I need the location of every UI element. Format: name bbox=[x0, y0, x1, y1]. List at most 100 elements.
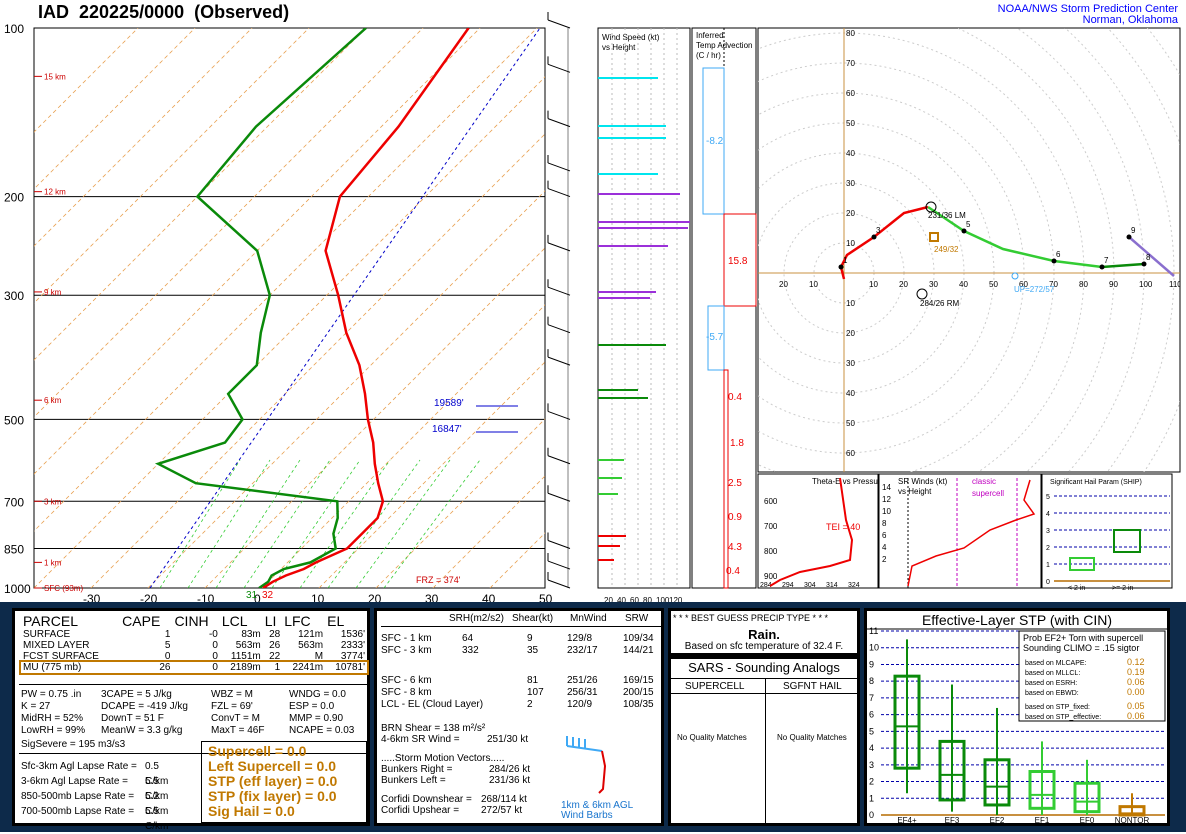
stp-prob2: Sounding CLIMO = .15 sigtor bbox=[1023, 643, 1139, 653]
index-value: K = 27 bbox=[21, 701, 51, 712]
mixing-ratio-line bbox=[383, 459, 481, 588]
index-value: 3CAPE = 5 J/kg bbox=[101, 689, 172, 700]
parcel-cell: 5 bbox=[164, 640, 171, 651]
hodo-y-label: 10 bbox=[846, 239, 855, 248]
stp-basis-label: based on EBWD: bbox=[1025, 690, 1079, 697]
parcel-cell: 28 bbox=[269, 629, 281, 640]
stp-y-label: 2 bbox=[869, 777, 874, 787]
advection-value: 0.9 bbox=[728, 512, 742, 523]
temp-adv-title1: Inferred bbox=[696, 31, 724, 40]
kinematic-cell: 108/35 bbox=[623, 699, 654, 710]
lapse-label: 3-6km Agl Lapse Rate = bbox=[21, 776, 129, 787]
srh-header: SRH(m2/s2) bbox=[449, 613, 505, 624]
sars-nq2: No Quality Matches bbox=[777, 733, 847, 742]
isotherm bbox=[261, 304, 545, 588]
barb-6km bbox=[598, 750, 607, 794]
stp-category-label: NONTOR bbox=[1115, 816, 1150, 823]
stp-basis-value: 0.05 bbox=[1127, 701, 1145, 711]
wind-tick-label: 100 bbox=[656, 596, 670, 605]
kinematic-cell: 169/15 bbox=[623, 675, 654, 686]
ship-y-label: 0 bbox=[1046, 579, 1050, 586]
stp-box bbox=[1118, 805, 1146, 817]
wind-tick-label: 120 bbox=[669, 596, 683, 605]
thetae-p-label: 700 bbox=[764, 522, 778, 531]
advection-value: 2.5 bbox=[728, 478, 742, 489]
parcel-cell: 26 bbox=[159, 662, 171, 673]
org-label: NOAA/NWS Storm Prediction Center Norman, … bbox=[997, 3, 1178, 26]
parcel-cell: 0 bbox=[212, 640, 218, 651]
height-label: 12 km bbox=[44, 188, 66, 197]
stp-y-label: 5 bbox=[869, 726, 874, 736]
upshear-label: UP=272/57 bbox=[1014, 285, 1055, 294]
right-mover-marker bbox=[916, 288, 928, 300]
param-value: Supercell = 0.0 bbox=[208, 743, 307, 759]
wind-barb bbox=[547, 560, 571, 570]
br-label: Bunkers Right = bbox=[381, 764, 453, 775]
parcel-cell: 3774' bbox=[340, 651, 365, 662]
station-title: IAD 220225/0000 (Observed) bbox=[38, 2, 290, 22]
parcel-cell: 121m bbox=[298, 629, 324, 640]
parcel-cell: MU (775 mb) bbox=[23, 662, 82, 673]
stp-basis-label: based on MLCAPE: bbox=[1025, 660, 1087, 667]
advection-box bbox=[702, 67, 725, 215]
stp-chart: Effective-Layer STP (with CIN)1110987654… bbox=[867, 612, 1167, 823]
index-value: WNDG = 0.0 bbox=[289, 689, 346, 700]
isotherm bbox=[34, 28, 481, 475]
srw-h-label: 12 bbox=[882, 495, 891, 504]
lapse-value: 5.5 C/km bbox=[145, 776, 169, 802]
hodo-y-label: 50 bbox=[846, 419, 855, 428]
advection-value: -5.7 bbox=[706, 332, 724, 343]
hodo-y-label: 20 bbox=[846, 209, 855, 218]
kinematic-cell: 200/15 bbox=[623, 687, 654, 698]
precip-note: Based on sfc temperature of 32.4 F. bbox=[684, 641, 844, 652]
advection-box bbox=[707, 305, 725, 371]
stp-basis-label: based on ESRH: bbox=[1025, 680, 1077, 687]
srw-h-label: 8 bbox=[882, 519, 887, 528]
thetae-t-label: 314 bbox=[826, 582, 838, 589]
kinematic-cell: 2 bbox=[527, 699, 533, 710]
ship-y-label: 1 bbox=[1046, 562, 1050, 569]
ship-y-label: 2 bbox=[1046, 545, 1050, 552]
isotherm bbox=[34, 28, 196, 190]
cd-value: 268/114 kt bbox=[481, 794, 527, 805]
index-value: MidRH = 52% bbox=[21, 713, 83, 724]
param-value: STP (eff layer) = 0.0 bbox=[208, 773, 338, 789]
kinematic-cell: 9 bbox=[527, 633, 533, 644]
stp-y-label: 9 bbox=[869, 659, 874, 669]
mixing-ratio-line bbox=[215, 459, 301, 588]
isotherm bbox=[34, 28, 538, 532]
stp-y-label: 4 bbox=[869, 743, 874, 753]
hodo-x-label: 10 bbox=[869, 280, 878, 289]
parcel-cell: 2189m bbox=[230, 662, 261, 673]
wind-tick-label: 20 bbox=[604, 596, 613, 605]
lapse-label: Sfc-3km Agl Lapse Rate = bbox=[21, 761, 137, 772]
mnwind-header: MnWind bbox=[570, 613, 607, 624]
stp-y-label: 0 bbox=[869, 810, 874, 820]
param-value: STP (fix layer) = 0.0 bbox=[208, 788, 337, 804]
sars-title: SARS - Sounding Analogs bbox=[688, 660, 840, 675]
height-label: 9 km bbox=[44, 288, 62, 297]
cinh-header: CINH bbox=[174, 613, 209, 629]
isotherm bbox=[34, 28, 253, 247]
stp-box bbox=[1073, 781, 1101, 814]
parcel-panel: PARCEL CAPE CINH LCL LI LFC EL SURFACE 1 -… bbox=[12, 608, 370, 832]
mean-wind-marker bbox=[929, 232, 939, 242]
precip-title: * * * BEST GUESS PRECIP TYPE * * * bbox=[673, 613, 829, 623]
stp-basis-value: 0.12 bbox=[1127, 657, 1145, 667]
hodo-x-label: 80 bbox=[1079, 280, 1088, 289]
ship-x1: < 2 in bbox=[1068, 585, 1085, 592]
cu-value: 272/57 kt bbox=[481, 805, 523, 816]
hodo-x-label: 20 bbox=[899, 280, 908, 289]
parcel-cell: 22 bbox=[269, 651, 281, 662]
stp-category-label: EF2 bbox=[990, 816, 1005, 823]
hodo-segment bbox=[1101, 262, 1145, 269]
parcel-cell: 1 bbox=[274, 662, 281, 673]
parcel-cell: -0 bbox=[208, 629, 218, 640]
barbs-label: 1km & 6km AGL Wind Barbs bbox=[561, 800, 634, 821]
ship-box-small bbox=[1069, 557, 1095, 571]
mixing-ratio-line bbox=[299, 459, 391, 588]
hodo-point-label: 9 bbox=[1131, 226, 1136, 235]
el-header: EL bbox=[327, 613, 345, 629]
barb-1km-flags bbox=[566, 736, 586, 749]
height-label: 15 km bbox=[44, 72, 66, 81]
